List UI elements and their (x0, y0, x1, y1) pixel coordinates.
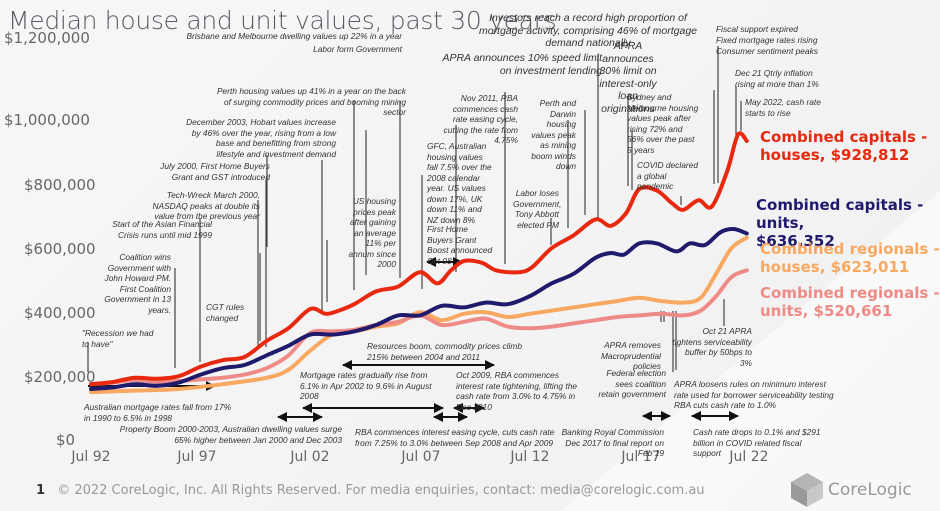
series-label-line: houses, $928,812 (760, 146, 910, 164)
series-label-line: units, $520,661 (760, 302, 893, 320)
page-number: 1 (36, 483, 46, 498)
annotation: Perth and Darwin housing values peak as … (531, 98, 576, 171)
annotation: Dec 21 Qtrly inflation rising at more th… (735, 68, 819, 89)
series-label-capitals-houses: Combined capitals - houses, $928,812 (760, 128, 927, 164)
footer: 1 © 2022 CoreLogic, Inc. All Rights Rese… (36, 483, 705, 498)
annotation: May 2022, cash rate starts to rise (745, 97, 821, 118)
annotation: First Home Buyers Grant Boost announced … (427, 224, 493, 266)
annotation: Nov 2011, RBA commences cash rate easing… (443, 93, 518, 145)
annotation: Property Boom 2000-2003, Australian dwel… (119, 424, 342, 445)
annotation: CGT rules changed (206, 302, 245, 323)
brand-name: CoreLogic (828, 480, 912, 500)
y-tick-label: $600,000 (24, 240, 96, 258)
x-tick-label: Jul 17 (621, 449, 661, 465)
series-label-line: Combined capitals - (760, 128, 928, 146)
y-tick-label: $0 (56, 431, 76, 449)
series-line-combined-regionals-houses (89, 235, 749, 395)
annotation: APRA loosens rules on minimum interest r… (674, 379, 834, 400)
annotation: Labor loses Government, Tony Abbott elec… (513, 188, 562, 230)
series-label-regionals-units: Combined regionals - units, $520,661 (760, 284, 940, 320)
y-tick-label: $1,200,000 (4, 29, 90, 47)
annotation: Oct 21 APRA tightens serviceability buff… (672, 326, 752, 368)
series-label-line: Combined capitals - units, (756, 196, 924, 232)
annotation: GFC, Australian housing values fall 7.5%… (427, 141, 492, 225)
annotation: Mortgage rates gradually rise from 6.1% … (300, 370, 432, 401)
corelogic-logo: CoreLogic (790, 472, 912, 508)
annotation: Resources boom, commodity prices climb 2… (367, 341, 522, 362)
annotation: Cash rate drops to 0.1% and $291 billion… (693, 427, 821, 458)
series-label-regionals-houses: Combined regionals - houses, $623,011 (760, 240, 940, 276)
annotation: Perth housing values up 41% in a year on… (216, 86, 406, 117)
series-label-line: $636,352 (756, 232, 835, 250)
annotation: APRA announces 30% limit on interest-onl… (599, 40, 657, 115)
annotation: Sydney and Melbourne housing values peak… (627, 92, 699, 155)
annotation: RBA cuts cash rate to 1.0% (674, 400, 777, 410)
series-label-line: houses, $623,011 (760, 258, 910, 276)
series-line-combined-capitals-houses (89, 131, 749, 387)
annotation: APRA removes Macroprudential policies (600, 340, 661, 371)
annotation: US housing prices peak after gaining an … (348, 196, 397, 269)
annotation: December 2003, Hobart values increase by… (186, 117, 336, 159)
y-tick-label: $200,000 (24, 368, 96, 386)
x-tick-label: Jul 12 (510, 449, 550, 465)
series-lines (89, 131, 749, 395)
series-line-combined-capitals-units (89, 226, 749, 391)
annotation: Coalition wins Government with John Howa… (104, 252, 171, 315)
annotation: RBA commences interest easing cycle, cut… (355, 427, 555, 448)
annotation: Fixed mortgage rates rising (716, 35, 818, 45)
copyright-text: © 2022 CoreLogic, Inc. All Rights Reserv… (57, 483, 705, 498)
annotation: July 2000, First Home Buyers Grant and G… (160, 161, 270, 182)
annotation: Banking Royal Commission Dec 2017 to fin… (561, 427, 664, 458)
y-tick-label: $800,000 (24, 176, 96, 194)
corelogic-cube-icon (791, 473, 823, 507)
annotation: Australian mortgage rates fall from 17% … (84, 402, 232, 423)
series-label-line: Combined regionals - (760, 284, 940, 302)
y-tick-label: $400,000 (24, 304, 96, 322)
annotation: Oct 2009, RBA commences interest rate ti… (456, 370, 578, 412)
x-tick-label: Jul 92 (71, 449, 111, 465)
annotation-leaders (87, 46, 742, 372)
annotation: Tech-Wreck March 2000, NASDAQ peaks at d… (152, 190, 260, 221)
annotation: Investors reach a record high proportion… (478, 12, 698, 49)
x-tick-label: Jul 22 (729, 449, 769, 465)
annotation: Start of the Asian Financial Crisis runs… (112, 219, 212, 240)
annotation: Consumer sentiment peaks (716, 46, 818, 56)
series-line-combined-regionals-units (89, 268, 749, 387)
annotation: Labor form Government (313, 44, 402, 54)
annotation: Federal election sees coalition retain g… (598, 368, 666, 399)
annotation: APRA announces 10% speed limit on invest… (442, 52, 602, 77)
annotation: COVID declared a global pandemic (637, 160, 698, 191)
series-label-line: Combined regionals - (760, 240, 940, 258)
x-tick-label: Jul 07 (401, 449, 441, 465)
x-tick-label: Jul 02 (290, 449, 330, 465)
annotation: "Recession we had to have" (82, 328, 154, 349)
x-tick-label: Jul 97 (177, 449, 217, 465)
series-label-capitals-units: Combined capitals - units, $636,352 (756, 196, 940, 250)
chart-title: Median house and unit values, past 30 ye… (8, 6, 557, 35)
annotation: Brisbane and Melbourne dwelling values u… (186, 31, 402, 41)
annotation: Fiscal support expired (716, 24, 798, 34)
y-tick-label: $1,000,000 (4, 111, 90, 129)
background-shape (560, 191, 940, 511)
